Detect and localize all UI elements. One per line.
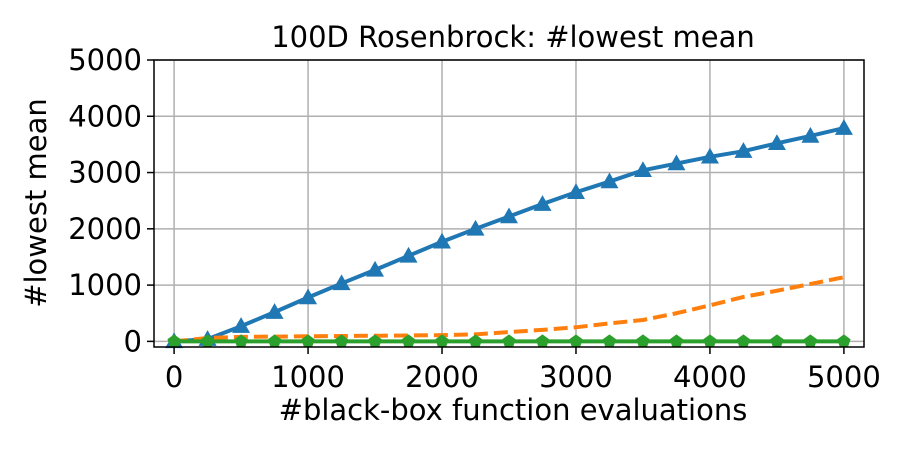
series-1-point — [366, 260, 385, 277]
series-3-point — [770, 334, 784, 348]
series-3-point — [669, 334, 684, 348]
series-1-point — [500, 207, 518, 224]
series-3-point — [703, 334, 717, 348]
chart-title: 100D Rosenbrock: #lowest mean — [271, 20, 755, 54]
y-axis: 0 1000 2000 3000 4000 5000 — [68, 43, 154, 358]
series-3-point — [234, 334, 248, 348]
series-3-point — [803, 334, 818, 348]
series-3-point — [502, 334, 516, 348]
series-3-point — [200, 334, 215, 348]
y-tick-label: 4000 — [68, 99, 142, 133]
series-1-point — [801, 126, 820, 143]
series-3-point — [167, 334, 181, 348]
x-tick-label: 4000 — [673, 360, 747, 394]
y-tick-label: 5000 — [68, 43, 142, 77]
x-axis-label: #black-box function evaluations — [279, 393, 748, 427]
y-axis-label: #lowest mean — [19, 98, 53, 308]
series-3-point — [435, 334, 449, 348]
series-3-point — [602, 334, 617, 348]
series-3-point — [368, 334, 382, 348]
y-tick-label: 3000 — [68, 156, 142, 190]
series-3-point — [736, 334, 751, 348]
series-1-point — [734, 142, 753, 158]
series-3-point — [267, 334, 282, 348]
series-3-point — [569, 334, 583, 348]
series-1-point — [332, 274, 351, 291]
series-1-point — [265, 303, 284, 319]
series-1-point — [600, 172, 619, 189]
x-tick-label: 1000 — [271, 360, 345, 394]
x-tick-label: 0 — [165, 360, 183, 394]
series-1-point — [399, 246, 418, 263]
series-3-point — [401, 334, 416, 348]
series-1-point — [767, 134, 786, 151]
series-1-point — [834, 119, 853, 135]
plot-frame — [153, 59, 865, 348]
series-1-point — [533, 195, 552, 211]
series-3-point — [301, 334, 315, 348]
series-2-line — [173, 275, 845, 344]
y-tick-label: 2000 — [68, 212, 142, 246]
series-1-point — [700, 147, 719, 164]
x-axis: 0 1000 2000 3000 4000 5000 — [165, 347, 881, 394]
series-3-point — [837, 334, 851, 348]
grid — [154, 59, 864, 347]
y-tick-label: 1000 — [68, 268, 142, 302]
plot-area — [165, 119, 853, 349]
x-tick-label: 5000 — [807, 360, 881, 394]
x-tick-label: 2000 — [405, 360, 479, 394]
series-3-point — [334, 334, 349, 348]
series-1-point — [466, 219, 485, 236]
series-1-point — [633, 161, 652, 178]
series-1-point — [667, 154, 686, 171]
y-tick-label: 0 — [124, 324, 142, 358]
series-1-point — [566, 183, 585, 199]
series-1-point — [299, 288, 318, 305]
series-1-point — [232, 317, 251, 333]
x-tick-label: 3000 — [539, 360, 613, 394]
series-3-point — [636, 334, 650, 348]
series-1-point — [433, 232, 452, 249]
series-3-point — [468, 334, 483, 348]
series-3-point — [535, 334, 550, 348]
